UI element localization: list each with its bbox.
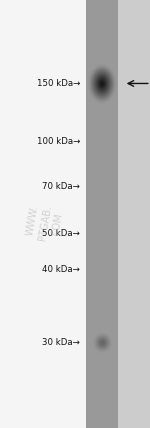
Bar bbox=[118, 0, 150, 428]
Text: 100 kDa→: 100 kDa→ bbox=[37, 137, 80, 146]
Text: 40 kDa→: 40 kDa→ bbox=[42, 265, 80, 274]
Text: 150 kDa→: 150 kDa→ bbox=[37, 79, 80, 88]
Bar bbox=[86, 0, 118, 428]
Bar bbox=[0, 0, 86, 428]
Text: 30 kDa→: 30 kDa→ bbox=[42, 338, 80, 347]
Text: WWW.
PTGAB.
COM: WWW. PTGAB. COM bbox=[25, 202, 65, 243]
Text: 70 kDa→: 70 kDa→ bbox=[42, 181, 80, 191]
Text: 50 kDa→: 50 kDa→ bbox=[42, 229, 80, 238]
